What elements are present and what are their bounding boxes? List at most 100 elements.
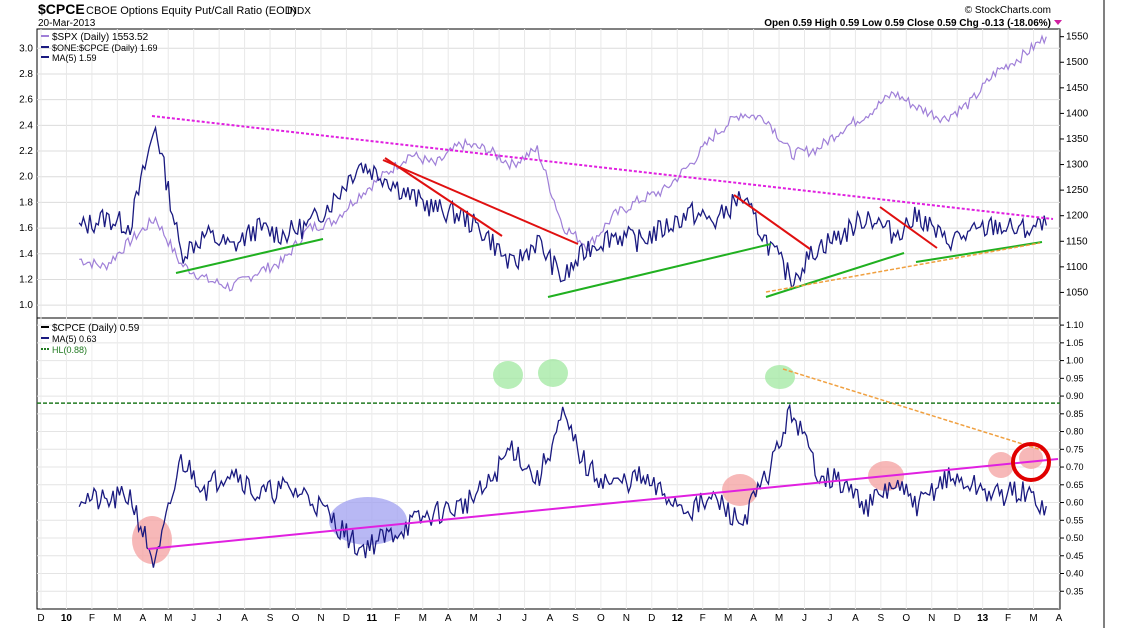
x-tick-label: 13 <box>977 613 989 624</box>
x-tick-label: F <box>394 613 400 624</box>
x-tick-label: O <box>597 613 605 624</box>
legend-inverse-ratio: $ONE:$CPCE (Daily) 1.69 <box>52 43 158 53</box>
y-tick-label: 0.50 <box>1066 533 1084 543</box>
lower-grid <box>37 318 1060 609</box>
trendline-orange-dashed <box>765 242 1041 293</box>
trendline-red <box>382 159 579 245</box>
x-tick-label: F <box>1005 613 1011 624</box>
exchange-label: INDX <box>287 6 311 17</box>
x-tick-label: D <box>343 613 350 624</box>
trendline-green <box>915 241 1043 263</box>
x-tick-label: O <box>292 613 300 624</box>
down-arrow-icon <box>1054 20 1062 25</box>
trendline-magenta-dashed <box>151 115 1054 220</box>
x-tick-label: N <box>623 613 630 624</box>
x-tick-label: S <box>878 613 885 624</box>
y-tick-label: 1500 <box>1066 57 1089 68</box>
legend-lower-ma: MA(5) 0.63 <box>52 334 97 344</box>
x-tick-label: M <box>113 613 121 624</box>
y-tick-label: 0.35 <box>1066 586 1084 596</box>
trendline-red <box>879 206 938 249</box>
y-tick-label: 1400 <box>1066 108 1089 119</box>
x-tick-label: A <box>445 613 452 624</box>
y-tick-label: 0.65 <box>1066 480 1084 490</box>
x-tick-label: A <box>241 613 248 624</box>
spx-series-line <box>79 34 1047 292</box>
y-tick-label: 1.8 <box>19 197 33 208</box>
upper-panel <box>36 28 1061 319</box>
x-tick-label: A <box>852 613 859 624</box>
y-tick-label: 2.4 <box>19 120 33 131</box>
x-tick-label: A <box>1056 613 1063 624</box>
x-tick-label: A <box>139 613 146 624</box>
legend-upper-ma: MA(5) 1.59 <box>52 53 97 63</box>
x-tick-label: M <box>164 613 172 624</box>
x-tick-label: J <box>217 613 222 624</box>
x-tick-label: M <box>469 613 477 624</box>
y-tick-label: 0.45 <box>1066 551 1084 561</box>
y-tick-label: 1050 <box>1066 287 1089 298</box>
y-tick-label: 1200 <box>1066 211 1089 222</box>
y-tick-label: 0.90 <box>1066 391 1084 401</box>
x-tick-label: N <box>928 613 935 624</box>
y-tick-label: 1150 <box>1066 236 1088 247</box>
y-tick-label: 1350 <box>1066 134 1089 145</box>
y-tick-label: 1.0 <box>19 300 33 311</box>
quote-summary: Open 0.59 High 0.59 Low 0.59 Close 0.59 … <box>764 18 1051 29</box>
y-tick-label: 0.60 <box>1066 498 1084 508</box>
highlight-green <box>493 361 523 389</box>
y-tick-label: 1.2 <box>19 274 33 285</box>
resistance-line-orange-dashed <box>782 368 1046 452</box>
y-tick-label: 2.2 <box>19 146 33 157</box>
x-tick-label: 10 <box>61 613 73 624</box>
y-tick-label: 0.40 <box>1066 569 1084 579</box>
x-tick-label: N <box>317 613 324 624</box>
highlight-pink <box>1019 447 1043 469</box>
y-tick-label: 1.6 <box>19 223 33 234</box>
legend-spx: $SPX (Daily) 1553.52 <box>52 32 149 43</box>
x-tick-label: J <box>522 613 527 624</box>
cpce-series-line <box>78 403 1047 568</box>
y-tick-label: 2.8 <box>19 69 33 80</box>
trendline-red <box>384 157 503 237</box>
x-tick-label: J <box>802 613 807 624</box>
y-tick-label: 0.95 <box>1066 373 1084 383</box>
y-tick-label: 1.05 <box>1066 338 1084 348</box>
x-tick-label: O <box>902 613 910 624</box>
x-tick-label: M <box>724 613 732 624</box>
upper-right-axis: 1050 1100 1150 1200 1250 1300 1350 1400 1450 1500… <box>1060 32 1089 298</box>
x-tick-label: A <box>547 613 554 624</box>
trendline-green <box>547 243 772 298</box>
y-tick-label: 1.10 <box>1066 320 1084 330</box>
lower-right-axis: 0.35 0.40 0.45 0.50 0.55 0.60 0.65 0.70 0.75 0.80… <box>1060 320 1084 596</box>
y-tick-label: 1.4 <box>19 249 33 260</box>
x-tick-label: M <box>1029 613 1037 624</box>
y-tick-label: 1.00 <box>1066 356 1084 366</box>
x-tick-label: D <box>954 613 961 624</box>
upper-legend: $SPX (Daily) 1553.52 $ONE:$CPCE (Daily) … <box>41 32 158 63</box>
x-tick-label: M <box>419 613 427 624</box>
copyright-label: © StockCharts.com <box>965 5 1051 16</box>
x-tick-label: F <box>700 613 706 624</box>
upper-left-axis: 1.0 1.2 1.4 1.6 1.8 2.0 2.2 2.4 2.6 2.8 3.0 <box>19 43 33 311</box>
x-tick-label: D <box>648 613 655 624</box>
x-tick-label: J <box>191 613 196 624</box>
x-tick-label: D <box>37 613 44 624</box>
legend-hl: HL(0.88) <box>52 345 87 355</box>
support-line-magenta <box>147 458 1059 550</box>
x-tick-label: S <box>572 613 579 624</box>
y-tick-label: 1100 <box>1066 262 1088 273</box>
y-tick-label: 1550 <box>1066 32 1089 43</box>
highlight-green <box>765 365 795 389</box>
x-tick-label: 12 <box>672 613 684 624</box>
highlight-blue <box>329 497 407 545</box>
x-tick-label: J <box>827 613 832 624</box>
chart-title: CBOE Options Equity Put/Call Ratio (EOD) <box>86 5 296 17</box>
y-tick-label: 2.6 <box>19 95 33 106</box>
inverse-ratio-series-line <box>78 125 1047 291</box>
legend-cpce: $CPCE (Daily) 0.59 <box>52 323 140 334</box>
x-tick-label: M <box>775 613 783 624</box>
y-tick-label: 1450 <box>1066 83 1089 94</box>
lower-legend: $CPCE (Daily) 0.59 MA(5) 0.63 HL(0.88) <box>41 323 140 355</box>
y-tick-label: 0.70 <box>1066 462 1084 472</box>
